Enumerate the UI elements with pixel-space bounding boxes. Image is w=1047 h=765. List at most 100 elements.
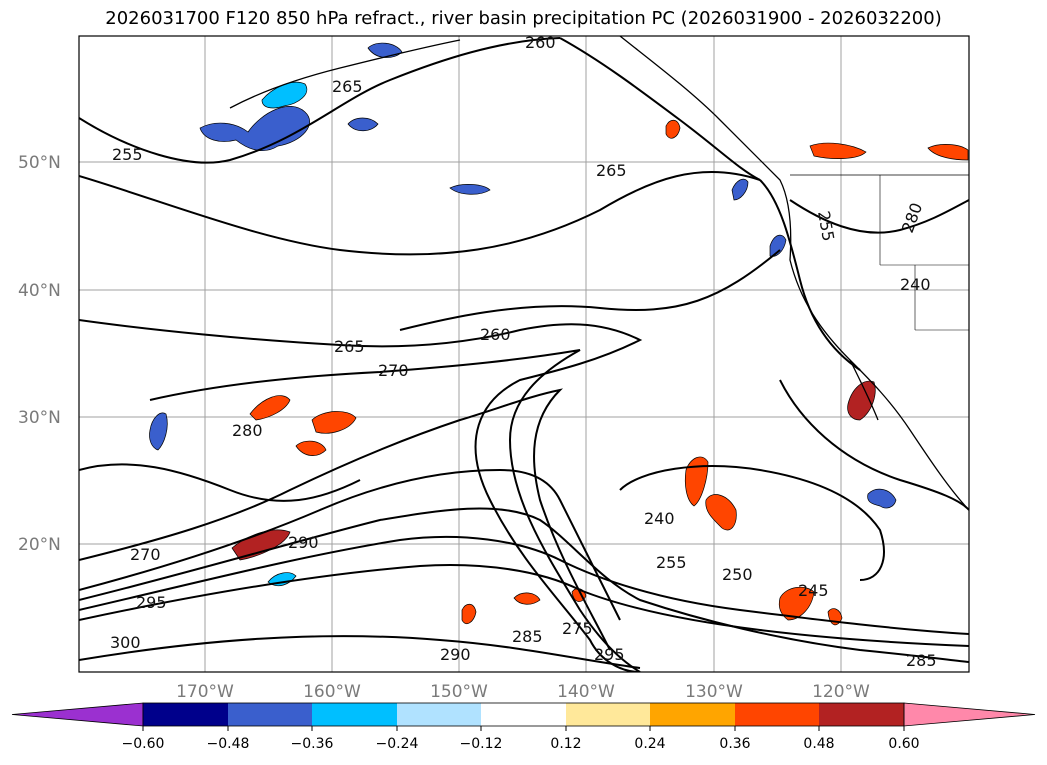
colorbar-swatch bbox=[735, 703, 819, 726]
positive-blob-west-3 bbox=[295, 440, 327, 456]
positive-blob-central-2 bbox=[705, 494, 737, 531]
lat-label: 30°N bbox=[18, 408, 61, 428]
contour-label: 260 bbox=[480, 325, 511, 344]
contour-label: 250 bbox=[722, 565, 753, 584]
colorbar-outline bbox=[142, 702, 905, 727]
contour-line bbox=[79, 564, 969, 647]
contour-label: 265 bbox=[596, 161, 627, 180]
lon-label: 160°W bbox=[303, 682, 361, 702]
contour-line bbox=[779, 379, 969, 511]
contour-label: 260 bbox=[525, 33, 556, 52]
contour-line bbox=[79, 635, 641, 669]
refractivity-contours bbox=[79, 37, 969, 672]
colorbar-swatch bbox=[312, 703, 397, 726]
colorbar-tick-label: −0.24 bbox=[376, 736, 419, 752]
colorbar-swatch bbox=[650, 703, 735, 726]
colorbar-tick-label: −0.48 bbox=[207, 736, 250, 752]
contour-label: 285 bbox=[512, 627, 543, 646]
contour-label: 295 bbox=[136, 593, 167, 612]
colorbar-tick-label: 0.36 bbox=[719, 736, 750, 752]
precip-shading bbox=[149, 42, 969, 626]
positive-blob-bc bbox=[665, 119, 681, 139]
colorbar-swatch bbox=[481, 703, 566, 726]
contour-line bbox=[759, 179, 861, 371]
contour-label: 265 bbox=[334, 337, 365, 356]
contour-label: 290 bbox=[440, 645, 471, 664]
colorbar-swatch bbox=[143, 703, 228, 726]
colorbar-tick-label: 0.48 bbox=[803, 736, 834, 752]
lon-label: 130°W bbox=[685, 682, 743, 702]
plot-background bbox=[79, 36, 969, 672]
coastlines bbox=[229, 36, 969, 511]
negative-blob-gulf bbox=[367, 42, 403, 58]
colorbar: −0.60 −0.48 −0.36 −0.24 −0.12 0.12 0.24 0.36 0.4… bbox=[11, 702, 1036, 752]
contour-line bbox=[79, 170, 761, 256]
colorbar-extend-high bbox=[903, 702, 1036, 727]
contour-line bbox=[789, 199, 969, 234]
contour-line bbox=[79, 468, 621, 621]
contour-line bbox=[79, 507, 969, 663]
contour-line bbox=[619, 465, 885, 581]
contour-label: 285 bbox=[906, 651, 937, 670]
colorbar-swatch bbox=[819, 703, 904, 726]
contour-label: 290 bbox=[288, 533, 319, 552]
positive-blob-bc-3 bbox=[927, 144, 969, 161]
plot-area: 260 265 255 260 265 260 265 270 280 290 … bbox=[78, 33, 970, 673]
longitude-labels: 170°W 160°W 150°W 140°W 130°W 120°W bbox=[176, 682, 870, 702]
negative-blob-bc-coast bbox=[731, 178, 749, 201]
contour-line bbox=[79, 319, 643, 672]
colorbar-tick-label: 0.12 bbox=[550, 736, 581, 752]
positive-blob-bc-2 bbox=[809, 142, 867, 159]
colorbar-swatch bbox=[397, 703, 481, 726]
contour-label: 240 bbox=[900, 275, 931, 294]
contour-label: 270 bbox=[130, 545, 161, 564]
lat-label: 40°N bbox=[18, 281, 61, 301]
coastline-na-west bbox=[619, 36, 969, 511]
contour-line bbox=[79, 388, 611, 651]
contour-labels: 260 265 255 260 265 260 265 270 280 290 … bbox=[110, 33, 937, 670]
colorbar-extend-low bbox=[11, 702, 144, 727]
positive-blob-west-2 bbox=[311, 411, 357, 434]
contour-line bbox=[399, 249, 781, 331]
positive-blob-baja bbox=[847, 380, 876, 421]
contour-label: 280 bbox=[232, 421, 263, 440]
colorbar-tick-label: 0.24 bbox=[634, 736, 665, 752]
border-states bbox=[879, 175, 969, 331]
colorbar-swatch bbox=[566, 703, 650, 726]
contour-label: 270 bbox=[378, 361, 409, 380]
positive-blob-southeast bbox=[778, 586, 815, 621]
contour-label: 265 bbox=[332, 77, 363, 96]
contour-label: 245 bbox=[798, 581, 829, 600]
positive-blob-west-1 bbox=[249, 395, 291, 421]
gridlines bbox=[79, 36, 969, 672]
contour-label: 300 bbox=[110, 633, 141, 652]
positive-blob-south-2 bbox=[513, 592, 541, 605]
positive-blob-south-1 bbox=[461, 603, 477, 624]
contour-label: 295 bbox=[594, 645, 625, 664]
contour-line bbox=[79, 37, 561, 164]
contour-line bbox=[79, 463, 361, 502]
contour-line bbox=[149, 349, 641, 672]
coastline-alaska bbox=[229, 39, 461, 109]
colorbar-tick-label: −0.12 bbox=[460, 736, 503, 752]
colorbar-tick-label: −0.36 bbox=[291, 736, 334, 752]
contour-line bbox=[79, 535, 969, 635]
negative-blob-mexico bbox=[867, 488, 897, 509]
lon-label: 150°W bbox=[430, 682, 488, 702]
contour-line bbox=[559, 37, 761, 181]
lon-label: 120°W bbox=[812, 682, 870, 702]
negative-blob-midpacific bbox=[449, 184, 491, 195]
lon-label: 170°W bbox=[176, 682, 234, 702]
colorbar-tick-label: 0.60 bbox=[888, 736, 919, 752]
negative-blob-west bbox=[149, 412, 168, 451]
colorbar-swatch bbox=[228, 703, 312, 726]
contour-label: 240 bbox=[644, 509, 675, 528]
positive-blob-central-1 bbox=[684, 456, 709, 507]
latitude-labels: 50°N 40°N 30°N 20°N bbox=[18, 153, 61, 555]
lon-label: 140°W bbox=[557, 682, 615, 702]
contour-label: 255 bbox=[656, 553, 687, 572]
negative-blob-aleutians-3 bbox=[347, 117, 379, 132]
lat-label: 50°N bbox=[18, 153, 61, 173]
contour-label: 275 bbox=[562, 619, 593, 638]
